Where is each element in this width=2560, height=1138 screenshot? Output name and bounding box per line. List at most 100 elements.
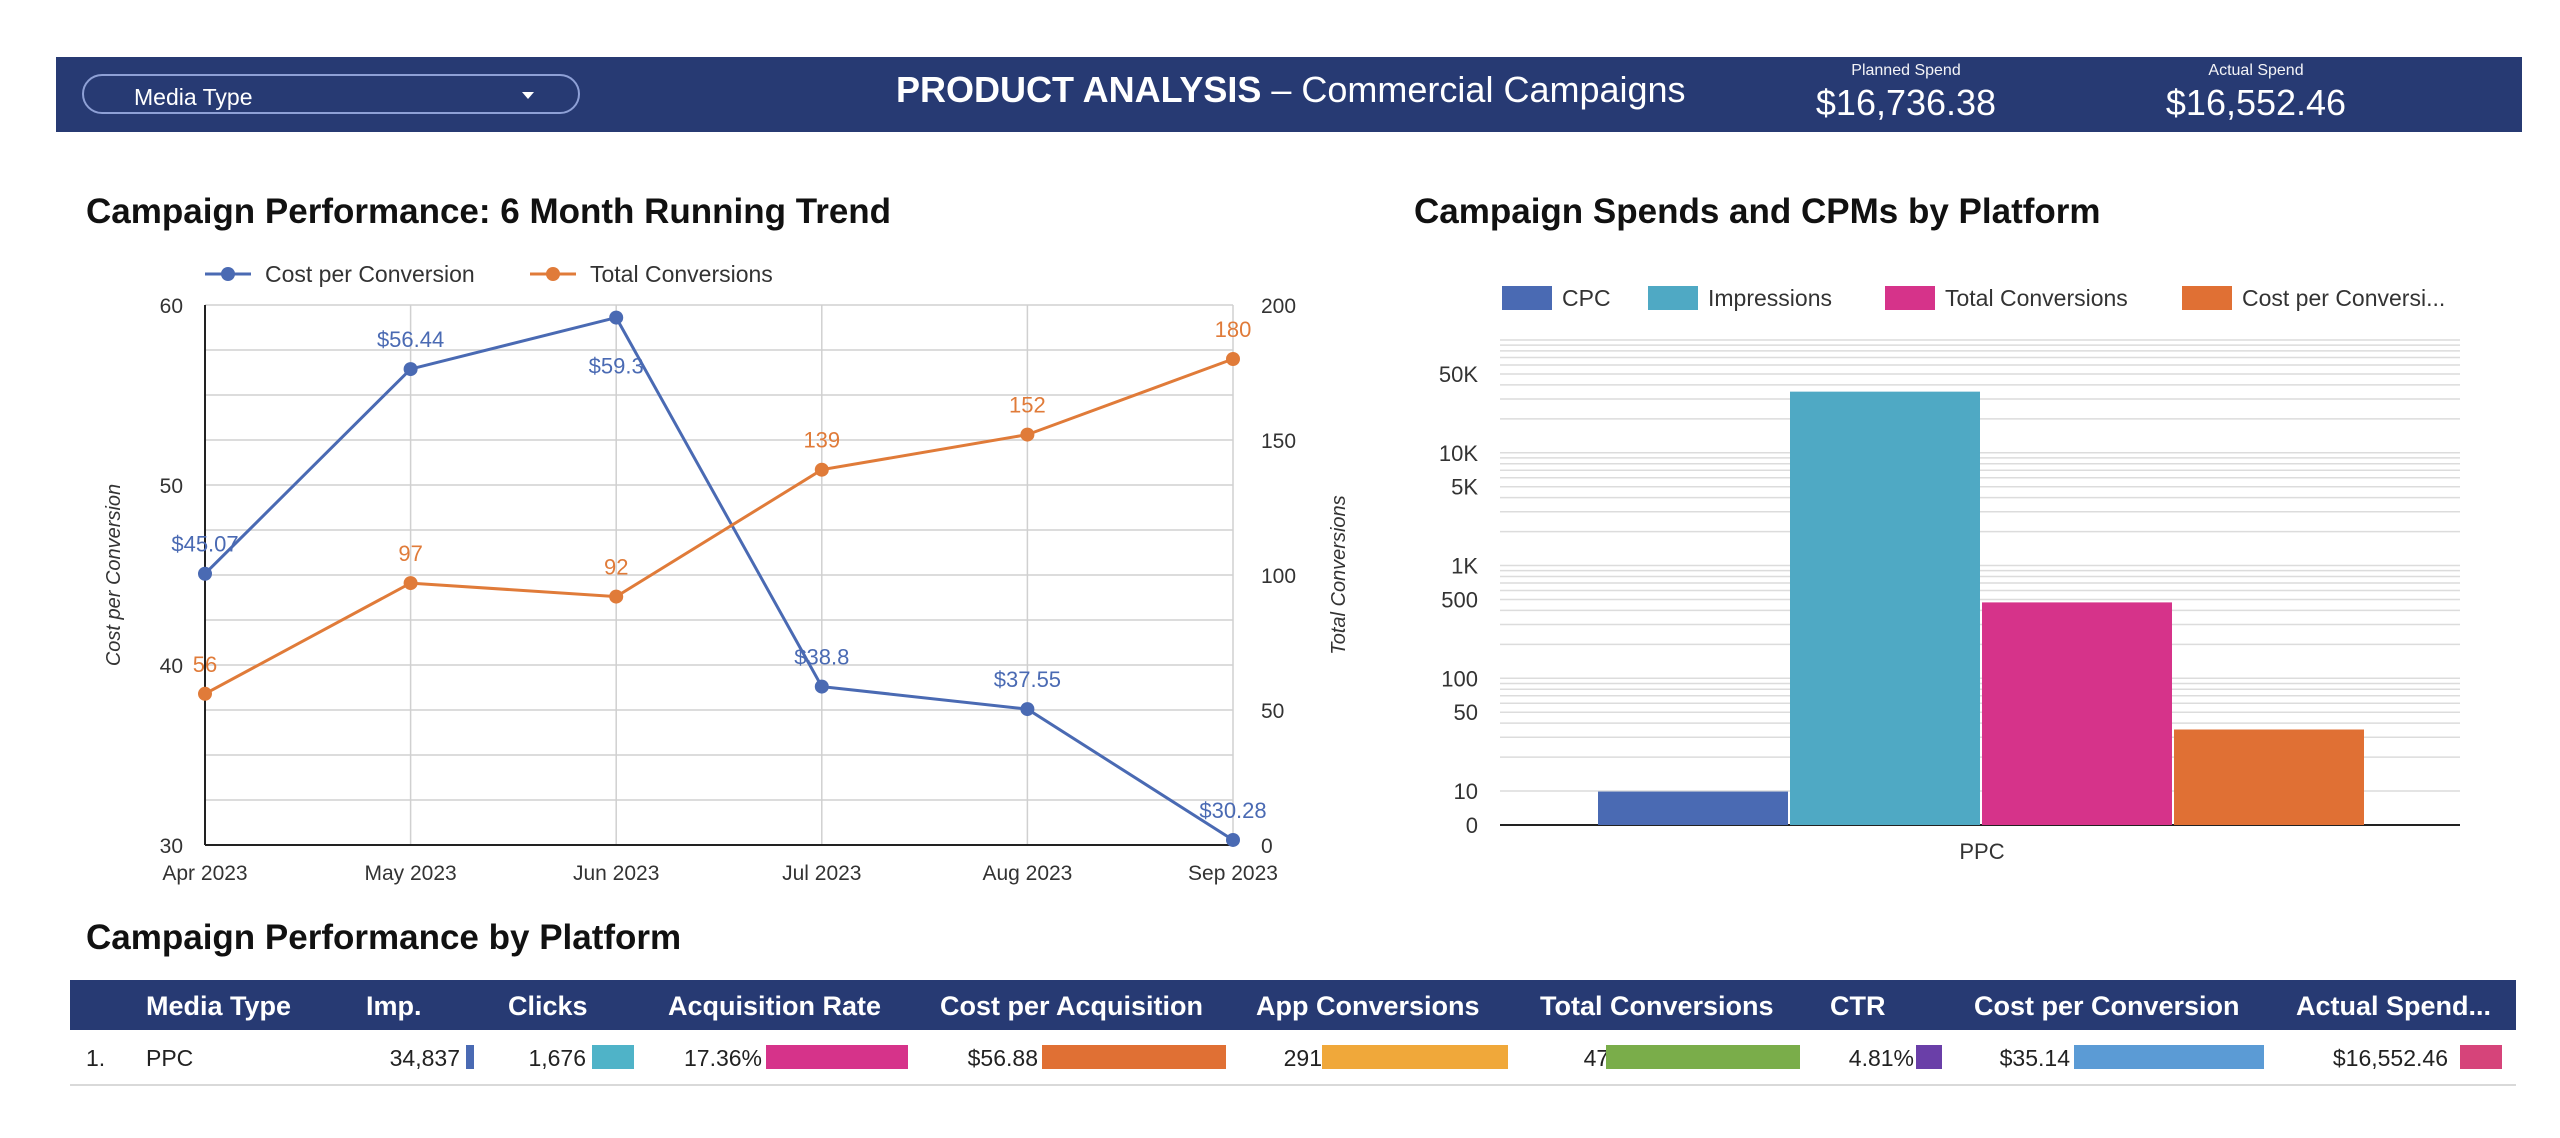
col-ctr[interactable]: CTR <box>1830 991 1886 1021</box>
legend-label: Total Conversions <box>1945 285 2128 311</box>
x-tick-label: PPC <box>1959 839 2004 864</box>
x-tick-label: Aug 2023 <box>982 862 1072 885</box>
data-point <box>403 362 418 377</box>
col-cost-per-acquisition[interactable]: Cost per Acquisition <box>940 991 1204 1021</box>
col-total-conversions[interactable]: Total Conversions <box>1540 991 1774 1021</box>
data-label: 92 <box>604 555 628 580</box>
series-line-total-conversions <box>204 357 1234 696</box>
y-tick-left: 50 <box>160 475 183 498</box>
planned-spend-kpi: Planned Spend $16,736.38 <box>1796 62 2016 124</box>
data-label: 152 <box>1009 393 1046 418</box>
platform-chart-title: Campaign Spends and CPMs by Platform <box>1414 192 2101 231</box>
data-point <box>198 566 212 581</box>
page-title: PRODUCT ANALYSIS – Commercial Campaigns <box>896 69 1876 111</box>
trend-chart: 60 50 40 30 200 150 100 50 0 Apr 2023 May 2023 Jun … <box>103 261 1350 885</box>
series-line-cost-per-conversion <box>203 315 1234 842</box>
bar-cost-per-conversi <box>2174 729 2364 825</box>
data-point <box>609 589 624 604</box>
cell-media-type: PPC <box>146 1045 194 1071</box>
bar-cpc <box>1598 791 1788 825</box>
y-tick-label: 10K <box>1439 441 1478 466</box>
data-label: $45.07 <box>171 532 238 557</box>
chevron-down-icon <box>522 92 534 99</box>
media-type-dropdown-label: Media Type <box>134 84 253 110</box>
data-point <box>198 686 212 701</box>
data-label: $30.28 <box>1199 798 1266 823</box>
data-point <box>1020 702 1035 717</box>
y-axis-right-label: Total Conversions <box>1328 495 1350 654</box>
cell-imp: 34,837 <box>389 1045 460 1071</box>
table-title: Campaign Performance by Platform <box>86 918 682 957</box>
bar-total-conversions <box>1982 602 2172 825</box>
actual-spend-value: $16,552.46 <box>2165 82 2347 123</box>
col-acquisition-rate[interactable]: Acquisition Rate <box>668 991 882 1021</box>
data-label: $37.55 <box>994 667 1061 692</box>
actual-spend-kpi: Actual Spend $16,552.46 <box>2146 62 2366 124</box>
cell-cost-per-acq: $56.88 <box>967 1045 1038 1071</box>
y-tick-right: 100 <box>1261 565 1296 588</box>
page-title-bold: PRODUCT ANALYSIS <box>896 69 1262 110</box>
y-tick-right: 0 <box>1261 835 1273 858</box>
y-tick-right: 200 <box>1261 295 1296 318</box>
y-axis-left-label: Cost per Conversion <box>103 484 125 666</box>
y-tick-left: 60 <box>160 295 183 318</box>
cell-ctr-bar <box>1916 1045 1942 1069</box>
data-point <box>1226 832 1240 847</box>
col-imp[interactable]: Imp. <box>366 991 422 1021</box>
y-tick-label: 5K <box>1451 475 1478 500</box>
data-label: $38.8 <box>794 645 849 670</box>
legend-marker <box>221 267 235 281</box>
cell-app-conv: 291 <box>1283 1045 1322 1071</box>
y-tick-right: 50 <box>1261 700 1284 723</box>
media-type-dropdown[interactable]: Media Type <box>82 74 580 114</box>
cell-cost-per-conv-bar <box>2074 1045 2264 1069</box>
cell-cost-per-conv: $35.14 <box>1999 1045 2070 1071</box>
legend-label: Cost per Conversion <box>265 261 475 287</box>
y-tick-label: 10 <box>1454 779 1478 804</box>
planned-spend-value: $16,736.38 <box>1815 82 1997 123</box>
legend-label: Impressions <box>1708 285 1832 311</box>
legend-swatch <box>1502 286 1552 310</box>
x-tick-label: May 2023 <box>364 862 456 885</box>
col-actual-spend[interactable]: Actual Spend... <box>2296 991 2492 1021</box>
page-title-rest: – Commercial Campaigns <box>1261 69 1686 110</box>
data-point <box>609 310 624 325</box>
data-point <box>1226 352 1240 366</box>
cell-clicks-bar <box>592 1045 634 1069</box>
actual-spend-label: Actual Spend <box>2208 62 2304 79</box>
y-tick-left: 40 <box>160 655 183 678</box>
y-tick-left: 30 <box>160 835 183 858</box>
legend-label: Cost per Conversi... <box>2242 285 2445 311</box>
y-tick-label: 100 <box>1441 666 1478 691</box>
data-label: 180 <box>1215 317 1252 342</box>
y-tick-label: 1K <box>1451 554 1478 579</box>
cell-clicks: 1,676 <box>528 1045 586 1071</box>
data-label: $59.3 <box>589 354 644 379</box>
y-tick-label: 50K <box>1439 362 1478 387</box>
cell-cost-per-acq-bar <box>1042 1045 1226 1069</box>
y-tick-label: 50 <box>1454 700 1478 725</box>
table-row[interactable]: 1. PPC 34,837 1,676 17.36% $56.88 291 47… <box>70 1030 2516 1086</box>
planned-spend-label: Planned Spend <box>1851 62 1961 79</box>
legend-marker <box>546 267 560 281</box>
legend-label: CPC <box>1562 285 1611 311</box>
y-tick-right: 150 <box>1261 430 1296 453</box>
data-point <box>814 679 829 694</box>
col-cost-per-conversion[interactable]: Cost per Conversion <box>1974 991 2240 1021</box>
cell-acq-rate: 17.36% <box>683 1045 762 1071</box>
data-point <box>1020 427 1035 442</box>
cell-app-conv-bar <box>1322 1045 1508 1069</box>
col-app-conversions[interactable]: App Conversions <box>1256 991 1480 1021</box>
data-point <box>814 462 829 477</box>
x-tick-label: Jun 2023 <box>573 862 659 885</box>
cell-acq-rate-bar <box>766 1045 908 1069</box>
data-label: $56.44 <box>377 327 444 352</box>
col-clicks[interactable]: Clicks <box>508 991 588 1021</box>
cell-actual-spend: $16,552.46 <box>2332 1045 2448 1071</box>
legend-label: Total Conversions <box>590 261 773 287</box>
cell-total-conv-bar <box>1606 1045 1800 1069</box>
x-tick-label: Sep 2023 <box>1188 862 1278 885</box>
col-media-type[interactable]: Media Type <box>146 991 292 1021</box>
cell-actual-spend-bar <box>2460 1045 2502 1069</box>
